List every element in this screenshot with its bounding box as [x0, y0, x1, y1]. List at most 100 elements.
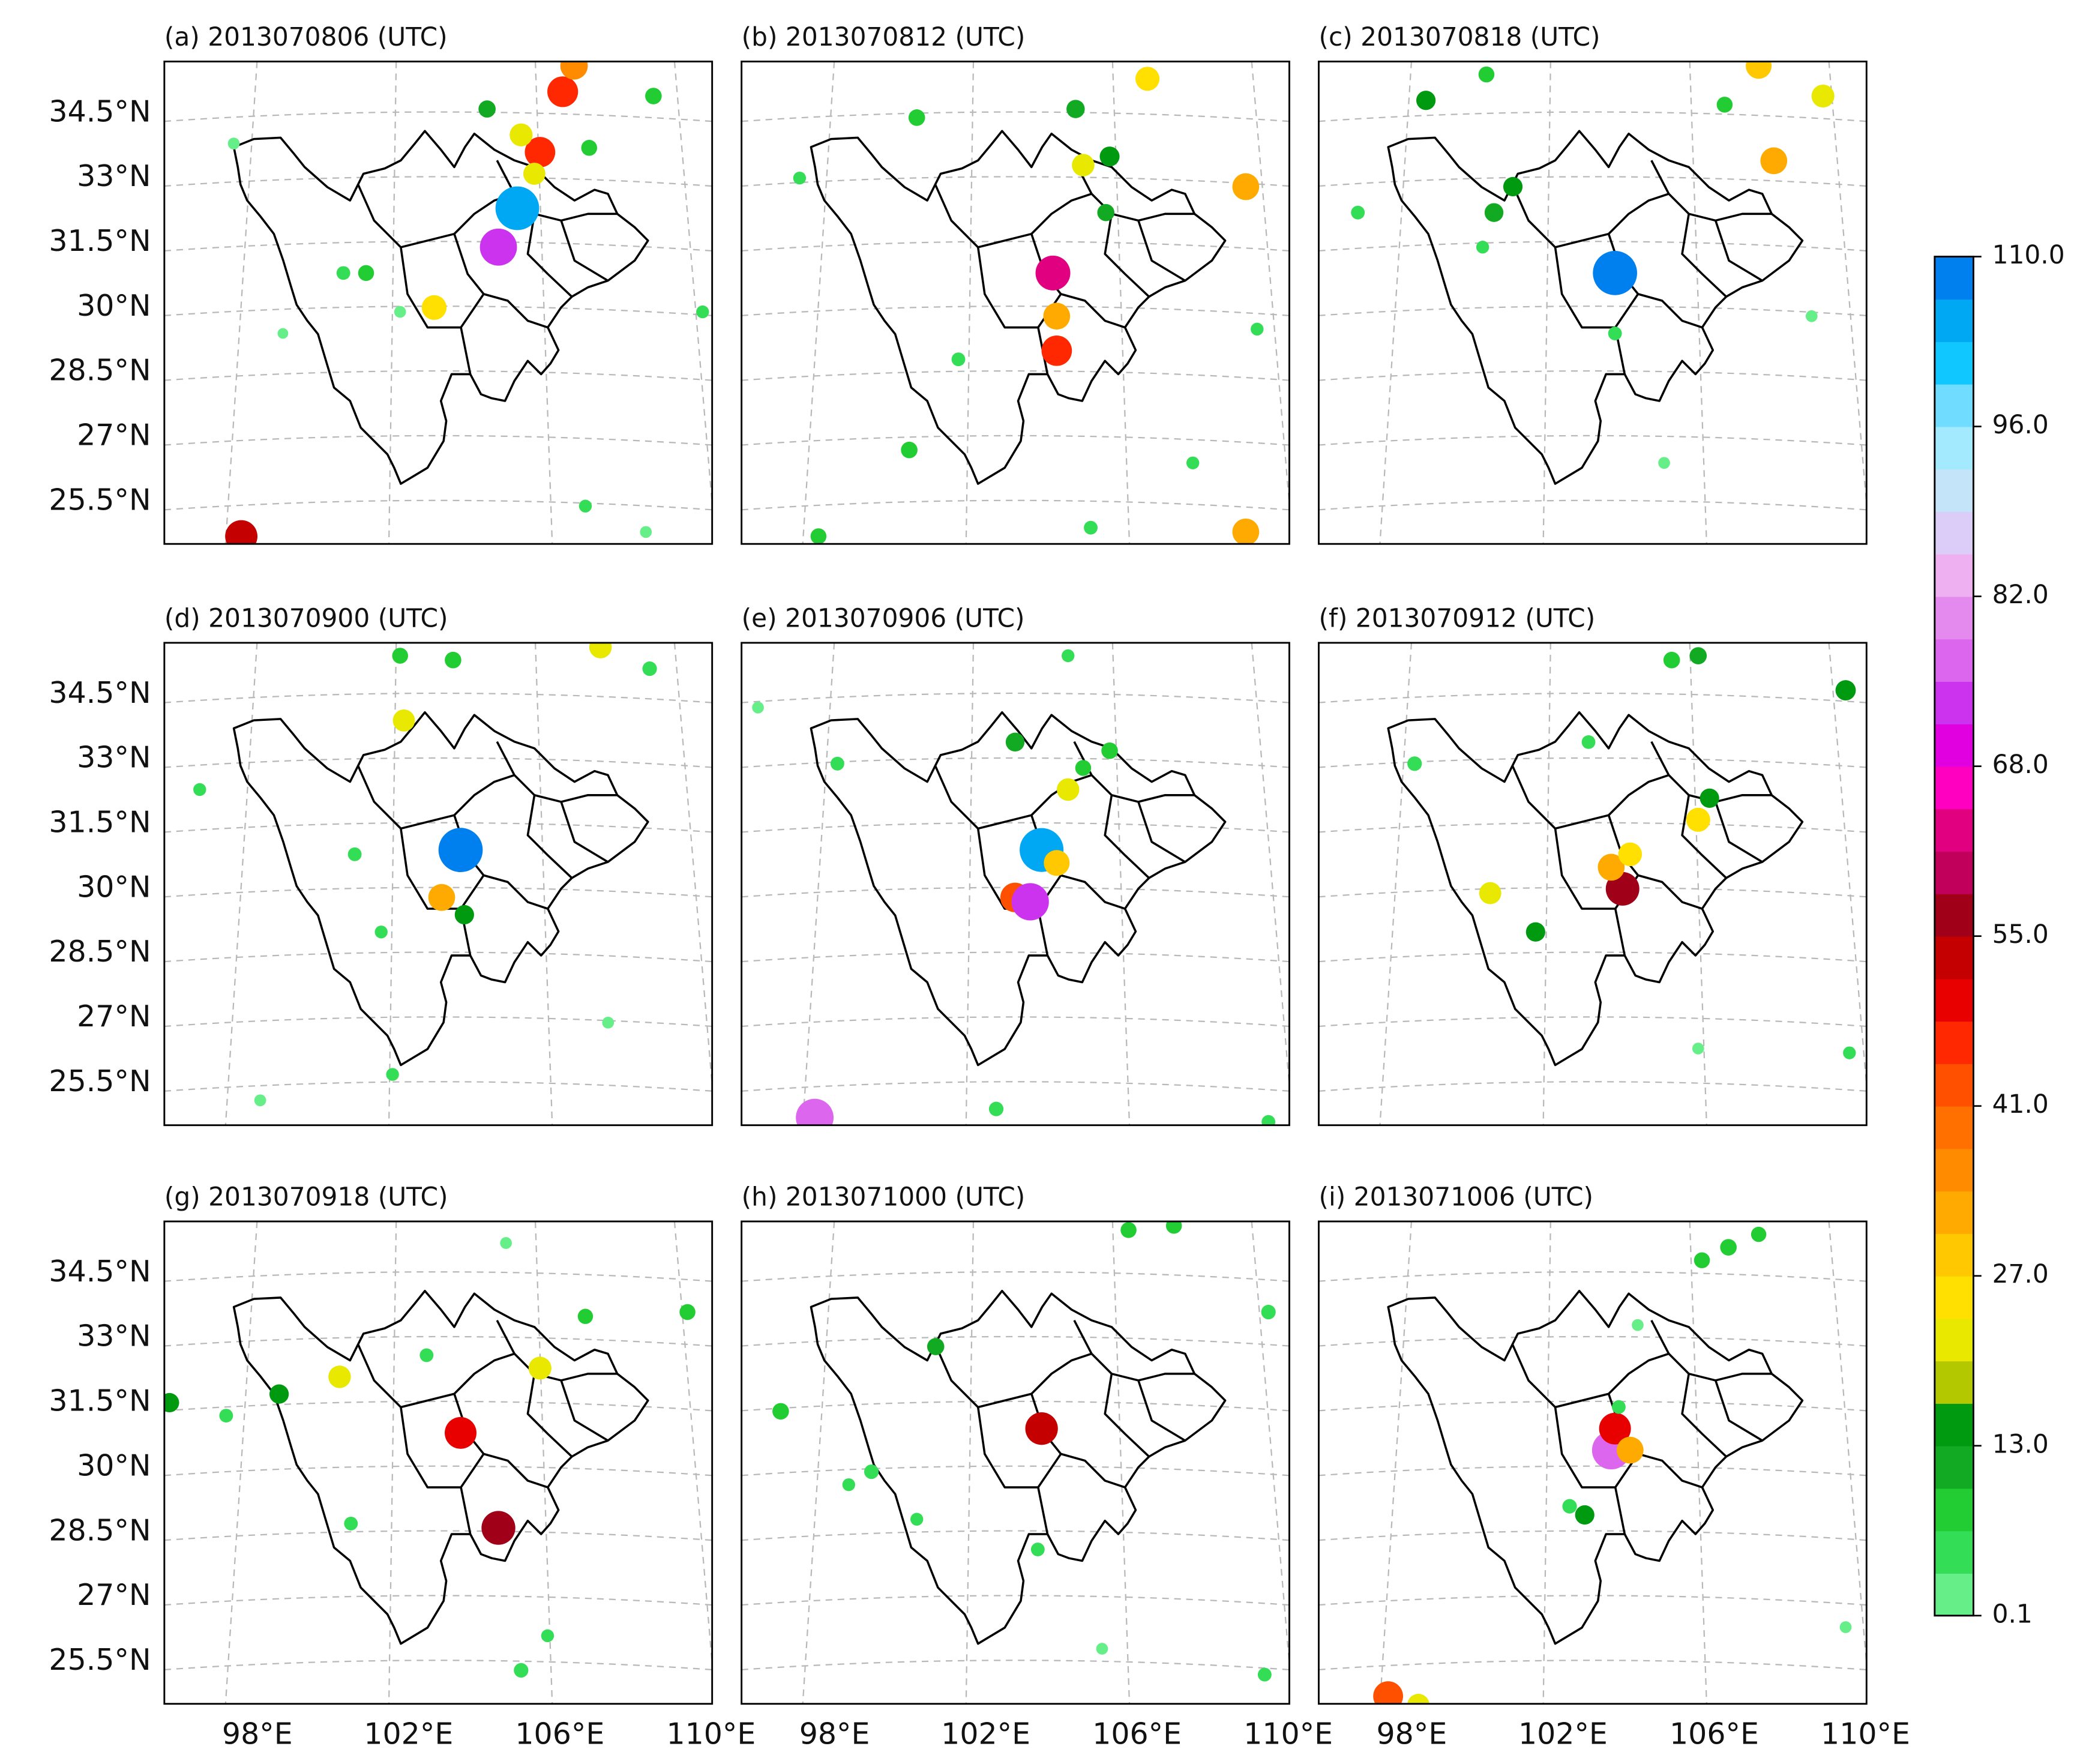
grid-line	[1318, 757, 1867, 768]
rain-station	[1746, 61, 1772, 79]
grid-line	[673, 61, 712, 512]
colorbar-bin	[1934, 511, 1974, 555]
grid-line	[164, 822, 712, 833]
grid-line	[224, 642, 258, 1125]
rain-station	[1011, 883, 1049, 921]
grid-line	[164, 499, 712, 511]
grid-line	[1318, 1016, 1867, 1028]
lat-tick-label: 30°N	[77, 870, 151, 904]
colorbar-tick-label: 27.0	[1992, 1259, 2049, 1289]
grid-line	[741, 692, 1290, 703]
rain-station	[1805, 310, 1818, 322]
rain-station	[1478, 66, 1495, 83]
lat-tick-label: 30°N	[77, 1448, 151, 1483]
grid-line	[741, 951, 1290, 963]
colorbar-bin	[1934, 256, 1974, 300]
rain-station	[1072, 154, 1095, 176]
rain-station	[1062, 649, 1075, 663]
rain-station	[1616, 1436, 1644, 1464]
rain-station	[1575, 1505, 1595, 1525]
rain-station	[514, 1663, 529, 1678]
rain-station	[1663, 651, 1680, 669]
panel-frame	[1318, 61, 1868, 545]
rain-station	[454, 905, 474, 925]
colorbar-tick-label: 55.0	[1992, 920, 2049, 949]
rain-station	[810, 528, 827, 544]
rain-station	[328, 1365, 351, 1388]
map-area	[1318, 61, 1867, 544]
grid-line	[1111, 642, 1131, 1125]
province-boundary	[232, 1289, 649, 1645]
panel-frame	[1318, 642, 1868, 1127]
grid-line	[1318, 951, 1867, 963]
grid-line	[741, 306, 1290, 316]
grid-line	[802, 642, 835, 1125]
rain-station	[1407, 1694, 1429, 1704]
map-panel: (g) 2013070918 (UTC) 34.5°N 33°N 31.5°N 30°N…	[49, 1182, 756, 1751]
colorbar-bin	[1934, 936, 1974, 980]
rain-station	[1084, 520, 1098, 535]
rain-station	[1232, 173, 1260, 200]
grid-line	[1828, 61, 1867, 512]
grid-line	[164, 1465, 712, 1477]
map-panel: (e) 2013070906 (UTC)	[741, 604, 1290, 1127]
rain-station	[1811, 84, 1835, 108]
lat-tick-label: 25.5°N	[49, 1643, 151, 1677]
colorbar-bin	[1934, 1191, 1974, 1234]
lat-tick-label: 27°N	[77, 1578, 151, 1612]
lat-tick-label: 25.5°N	[49, 483, 151, 517]
rain-station	[793, 171, 807, 185]
colorbar-bin	[1934, 1361, 1974, 1404]
grid-line	[741, 499, 1290, 511]
grid-line	[1318, 370, 1867, 381]
province-boundary	[1387, 1289, 1804, 1645]
lon-tick-label: 110°E	[1243, 1717, 1333, 1751]
lat-tick-label: 34.5°N	[49, 94, 151, 128]
rain-station	[509, 123, 533, 146]
grid-line	[164, 241, 712, 251]
grid-line	[1689, 1221, 1707, 1704]
grid-line	[1318, 176, 1867, 187]
grid-line	[1318, 1530, 1867, 1541]
colorbar-bin	[1934, 978, 1974, 1022]
grid-line	[741, 176, 1290, 187]
grid-line	[164, 1660, 712, 1670]
grid-line	[164, 1271, 712, 1282]
grid-line	[224, 1221, 258, 1704]
province-boundary	[810, 130, 1227, 485]
rain-station	[1694, 1252, 1710, 1268]
colorbar-tick-label: 68.0	[1992, 750, 2049, 779]
panel-title: (e) 2013070906 (UTC)	[742, 604, 1025, 633]
rain-station	[1261, 1304, 1276, 1320]
colorbar-bin	[1934, 384, 1974, 427]
colorbar-bin	[1934, 342, 1974, 385]
lat-tick-label: 27°N	[77, 999, 151, 1034]
colorbar-bin	[1934, 1106, 1974, 1149]
colorbar-bin	[1934, 1233, 1974, 1277]
rain-station	[1025, 1412, 1058, 1445]
rain-station	[445, 1416, 477, 1449]
rain-station	[752, 701, 764, 714]
rain-station	[842, 1478, 855, 1492]
province-boundary	[1387, 130, 1804, 485]
panel-frame	[741, 642, 1290, 1127]
grid-line	[1318, 1660, 1867, 1670]
rain-station	[589, 642, 612, 658]
panel-title: (b) 2013070812 (UTC)	[742, 22, 1026, 52]
grid-line	[1111, 1221, 1131, 1704]
lat-tick-label: 34.5°N	[49, 676, 151, 710]
panel-frame	[741, 61, 1290, 545]
colorbar-tick-label: 41.0	[1992, 1089, 2049, 1119]
rain-station	[1599, 1412, 1631, 1445]
map-area	[1318, 642, 1867, 1125]
rain-station	[1479, 882, 1501, 905]
lon-tick-label: 106°E	[1670, 1717, 1759, 1751]
grid-line	[1318, 241, 1867, 251]
colorbar-bin	[1934, 1403, 1974, 1446]
panel-frame	[163, 642, 714, 1127]
grid-line	[741, 1271, 1290, 1282]
rain-station	[225, 520, 258, 544]
rain-station	[421, 295, 447, 321]
grid-line	[741, 241, 1290, 251]
